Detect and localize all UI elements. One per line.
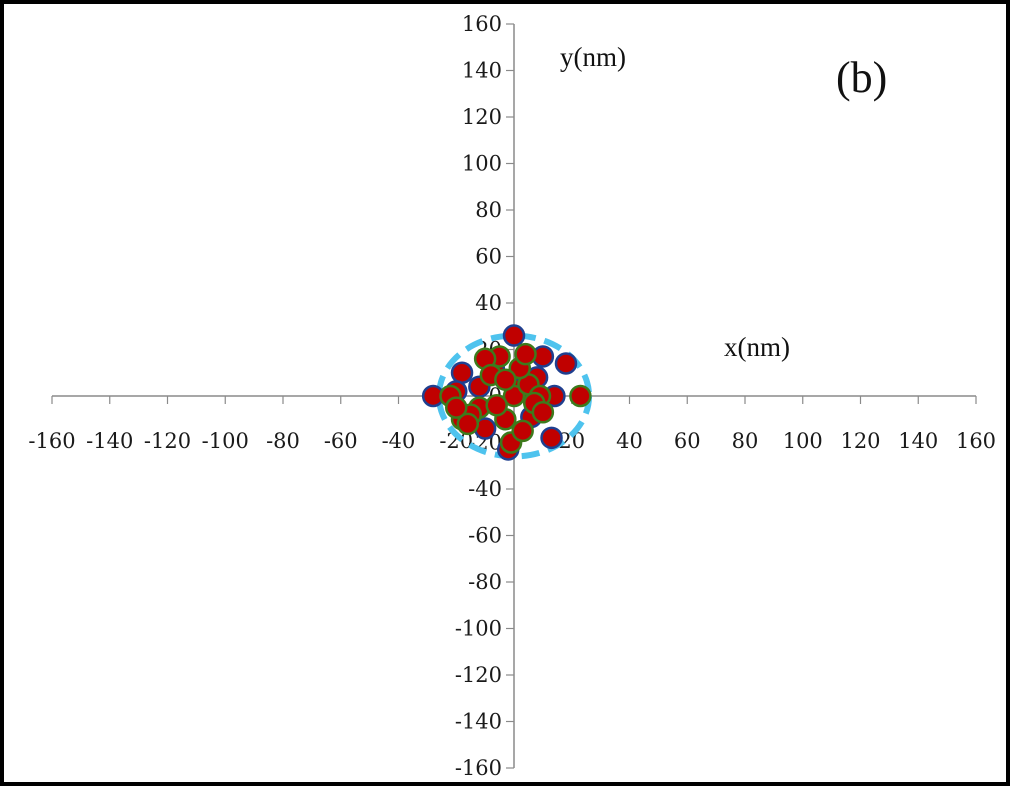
scatter-point (514, 342, 537, 366)
scatter-point (511, 419, 534, 443)
scatter-point (554, 352, 578, 375)
y-tick-label: -60 (468, 524, 502, 548)
y-tick-label: 80 (475, 198, 502, 222)
y-tick-label: -100 (455, 617, 502, 641)
scatter-chart: -160-140-120-100-80-60-40-20020406080100… (28, 12, 996, 780)
x-axis-title: x(nm) (724, 332, 790, 362)
y-tick-label: 40 (475, 291, 502, 315)
scatter-point (485, 394, 508, 417)
scatter-point (502, 324, 526, 347)
scatter-point (569, 384, 592, 408)
y-tick-label: 60 (475, 245, 502, 269)
y-tick-label: -160 (455, 756, 502, 780)
scatter-point (494, 368, 517, 391)
x-tick-label: -100 (202, 429, 249, 453)
x-tick-label: -160 (28, 429, 75, 453)
x-tick-label: 140 (898, 429, 938, 453)
panel-label: (b) (836, 53, 887, 102)
scatter-point (450, 361, 474, 384)
x-tick-label: 40 (616, 429, 643, 453)
x-tick-label: -120 (144, 429, 191, 453)
y-tick-label: -80 (468, 570, 502, 594)
x-tick-label: 60 (674, 429, 701, 453)
y-axis-title: y(nm) (560, 42, 626, 72)
x-tick-label: 80 (732, 429, 759, 453)
x-tick-label: 120 (840, 429, 880, 453)
y-tick-label: 160 (462, 12, 502, 36)
y-tick-label: 100 (462, 152, 502, 176)
labels-layer: y(nm) x(nm) (b) (560, 42, 887, 362)
x-tick-label: 160 (956, 429, 996, 453)
scatter-point (531, 401, 555, 424)
x-tick-label: -60 (324, 429, 358, 453)
scatter-point (456, 412, 480, 436)
scatter-point (540, 426, 563, 450)
x-tick-label: -140 (86, 429, 133, 453)
scatter-point (445, 396, 468, 419)
x-tick-label: -80 (266, 429, 300, 453)
points-layer (421, 324, 592, 461)
y-tick-label: 120 (462, 105, 502, 129)
y-tick-label: 140 (462, 59, 502, 83)
x-tick-label: -40 (382, 429, 416, 453)
y-tick-label: -40 (468, 477, 502, 501)
y-tick-label: -140 (455, 710, 502, 734)
y-tick-label: -120 (455, 663, 502, 687)
x-tick-label: 100 (783, 429, 823, 453)
